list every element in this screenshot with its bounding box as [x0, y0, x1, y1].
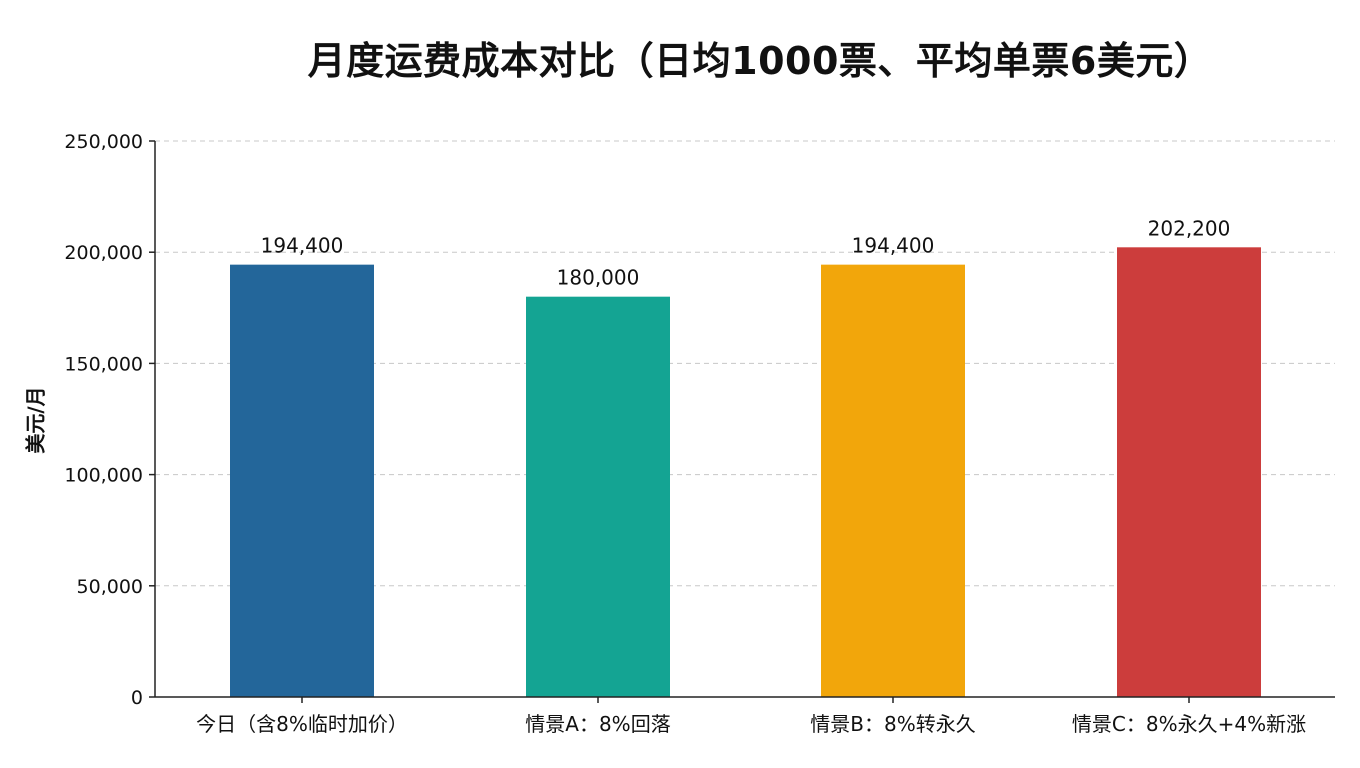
bar	[526, 296, 670, 697]
y-tick-label: 0	[131, 687, 143, 709]
x-tick-label: 今日（含8%临时加价）	[196, 712, 408, 736]
bar	[230, 264, 374, 697]
x-tick-label: 情景B：8%转永久	[810, 712, 975, 736]
bar	[1117, 247, 1261, 698]
x-tick-label: 情景C：8%永久+4%新涨	[1072, 712, 1306, 736]
y-tick-label: 50,000	[77, 576, 143, 598]
bars	[230, 247, 1261, 698]
y-axis: 0 50,000 100,000 150,000 200,000 250,000	[64, 131, 156, 709]
y-tick-label: 200,000	[64, 242, 143, 264]
x-axis: 今日（含8%临时加价） 情景A：8%回落 情景B：8%转永久 情景C：8%永久+4%新…	[155, 696, 1335, 736]
chart-title: 月度运费成本对比（日均1000票、平均单票6美元）	[307, 39, 1213, 83]
bar	[821, 264, 965, 697]
y-tick-label: 250,000	[64, 131, 143, 153]
bar-value-label: 194,400	[261, 234, 344, 258]
y-tick-label: 100,000	[64, 465, 143, 487]
bar-value-label: 194,400	[852, 234, 935, 258]
x-tick-label: 情景A：8%回落	[525, 712, 670, 736]
bar-value-label: 180,000	[557, 266, 640, 290]
y-tick-label: 150,000	[64, 353, 143, 375]
bar-value-label: 202,200	[1148, 216, 1231, 240]
value-labels: 194,400 180,000 194,400 202,200	[261, 216, 1231, 289]
